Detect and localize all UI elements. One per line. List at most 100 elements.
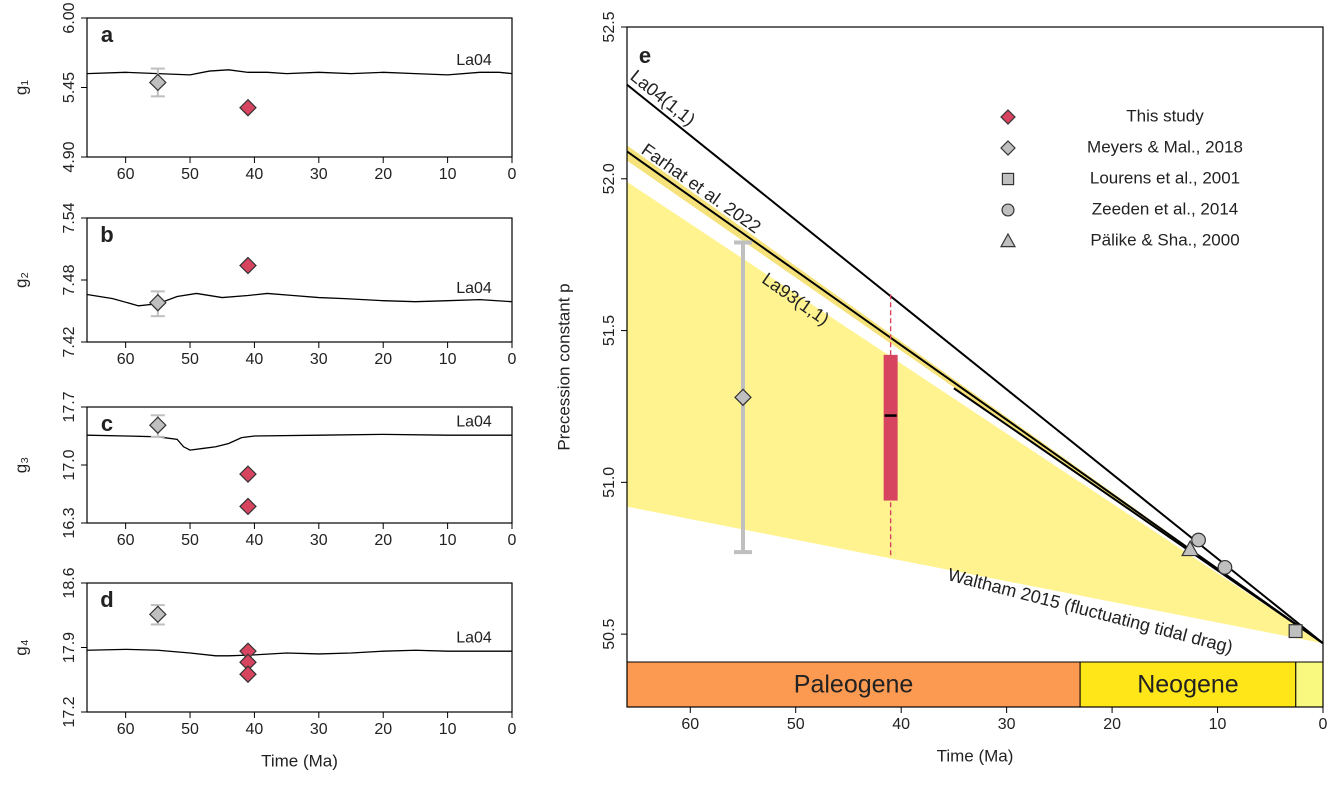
x-tick-label: 40 <box>246 166 264 183</box>
point <box>148 73 167 92</box>
legend-marker <box>1001 172 1015 186</box>
x-tick-label: 50 <box>181 166 199 183</box>
line <box>626 83 1324 645</box>
panel-label: a <box>101 22 114 47</box>
x-tick-label: 60 <box>117 532 135 549</box>
x-axis-label: Time (Ma) <box>937 746 1014 765</box>
legend-label: Lourens et al., 2001 <box>1090 168 1240 187</box>
y-tick-label: 17.2 <box>61 696 78 727</box>
x-tick-label: 20 <box>374 721 392 738</box>
plot-frame <box>626 26 1324 708</box>
x-tick-label: 40 <box>246 351 264 368</box>
line <box>86 69 513 76</box>
x-tick-label: 20 <box>374 351 392 368</box>
period-label: Neogene <box>1137 671 1238 699</box>
y-axis-label: Precession constant p <box>554 283 573 450</box>
line-label: La04 <box>456 629 492 646</box>
x-tick-label: 30 <box>310 351 328 368</box>
x-tick-label: 20 <box>374 166 392 183</box>
y-tick-label: 7.48 <box>61 264 78 295</box>
x-tick-label: 40 <box>892 716 910 733</box>
period <box>1079 661 1297 708</box>
line <box>86 433 512 451</box>
legend-marker <box>999 232 1017 248</box>
x-tick-label: 60 <box>117 166 135 183</box>
legend-label: Zeeden et al., 2014 <box>1092 199 1239 218</box>
x-tick-label: 10 <box>439 351 457 368</box>
y-tick-label: 52.5 <box>601 11 618 42</box>
point <box>239 465 257 483</box>
x-tick-label: 40 <box>246 721 264 738</box>
x-tick-label: 30 <box>310 166 328 183</box>
x-tick-label: 50 <box>181 721 199 738</box>
x-tick-label: 10 <box>439 532 457 549</box>
period <box>626 661 1081 708</box>
y-axis-label: g₄ <box>11 639 30 655</box>
point <box>1191 532 1206 548</box>
legend-marker <box>1001 203 1015 217</box>
panel-label: c <box>101 411 113 436</box>
x-tick-label: 60 <box>681 716 699 733</box>
point <box>239 665 257 684</box>
x-tick-label: 0 <box>1319 716 1328 733</box>
y-tick-label: 17.7 <box>61 391 78 422</box>
line-label: La04 <box>456 413 492 430</box>
x-tick-label: 20 <box>374 532 392 549</box>
y-tick-label: 7.54 <box>61 202 78 233</box>
x-tick-label: 40 <box>246 532 264 549</box>
x-tick-label: 30 <box>998 716 1016 733</box>
point <box>1181 539 1200 557</box>
line-label: La04 <box>456 280 492 297</box>
y-tick-label: 17.9 <box>61 632 78 663</box>
legend-label: Pälike & Sha., 2000 <box>1090 230 1239 249</box>
line <box>86 648 512 657</box>
y-tick-label: 7.42 <box>61 326 78 357</box>
x-tick-label: 60 <box>117 351 135 368</box>
x-tick-label: 30 <box>310 721 328 738</box>
y-axis-label: g₁ <box>11 80 30 95</box>
period <box>1295 661 1324 708</box>
y-tick-label: 51.5 <box>601 315 618 346</box>
line-label: La04(1,1) <box>627 66 700 130</box>
band <box>627 181 1323 644</box>
point <box>734 388 752 407</box>
x-tick-label: 10 <box>1209 716 1227 733</box>
point <box>239 497 257 516</box>
point <box>239 256 257 275</box>
legend-marker <box>1000 140 1016 156</box>
line <box>953 387 1324 645</box>
x-tick-label: 0 <box>508 166 517 183</box>
y-tick-label: 52.0 <box>601 163 618 194</box>
x-tick-label: 10 <box>439 721 457 738</box>
x-tick-label: 50 <box>787 716 805 733</box>
panel-label: b <box>100 222 113 247</box>
y-tick-label: 4.90 <box>61 141 78 172</box>
x-tick-label: 10 <box>439 166 457 183</box>
box <box>883 354 898 501</box>
legend-marker <box>1000 109 1016 125</box>
y-tick-label: 18.6 <box>61 567 78 598</box>
x-tick-label: 20 <box>1103 716 1121 733</box>
y-axis-label: g₃ <box>11 457 30 473</box>
line <box>626 150 1324 645</box>
y-tick-label: 6.00 <box>61 2 78 33</box>
x-tick-label: 0 <box>508 721 517 738</box>
x-tick-label: 50 <box>181 351 199 368</box>
x-tick-label: 30 <box>310 532 328 549</box>
period-label: Paleogene <box>794 671 914 699</box>
y-axis-label: g₂ <box>11 272 30 288</box>
point <box>148 293 167 312</box>
panel-label: d <box>100 587 113 612</box>
y-tick-label: 50.5 <box>601 618 618 649</box>
legend-label: Meyers & Mal., 2018 <box>1087 137 1243 156</box>
y-tick-label: 17.0 <box>61 449 78 480</box>
y-tick-label: 16.3 <box>61 507 78 538</box>
band <box>627 145 1323 644</box>
x-tick-label: 0 <box>508 351 517 368</box>
x-tick-label: 60 <box>117 721 135 738</box>
x-tick-label: 50 <box>181 532 199 549</box>
x-tick-label: 0 <box>508 532 517 549</box>
x-axis-label: Time (Ma) <box>261 751 338 770</box>
point <box>1217 559 1233 575</box>
y-tick-label: 51.0 <box>601 467 618 498</box>
